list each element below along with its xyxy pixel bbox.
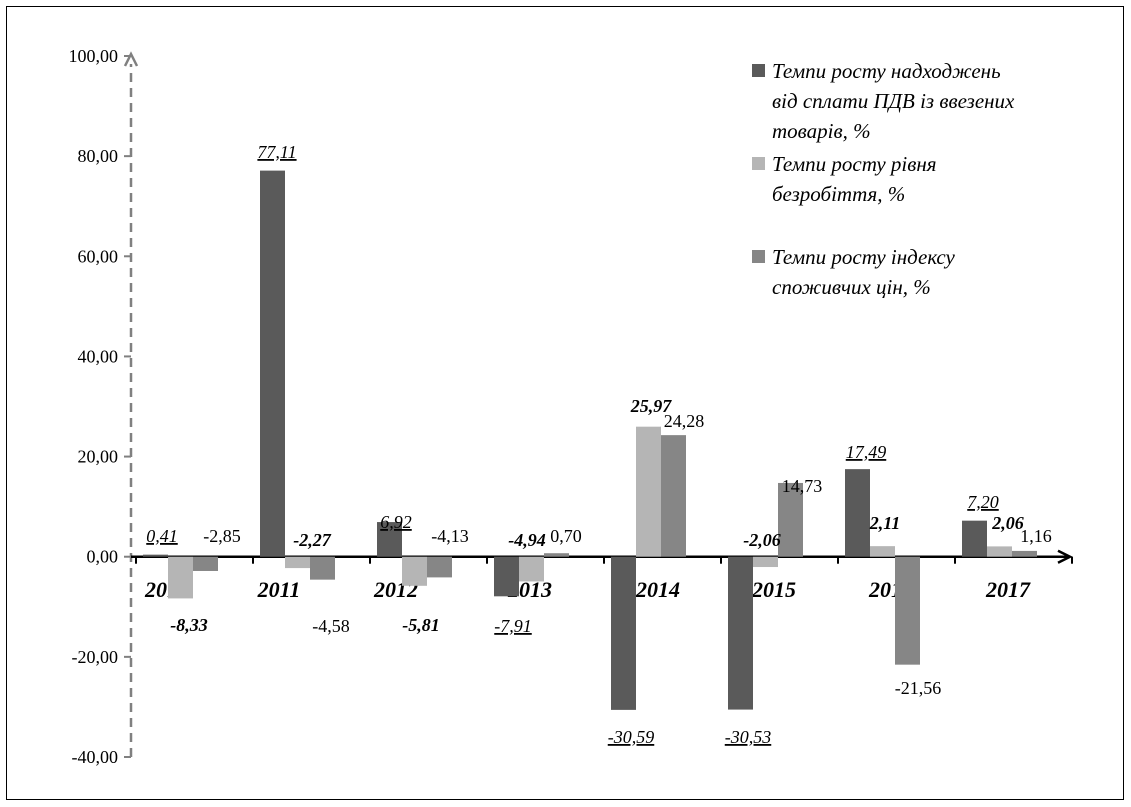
chart-data-labels: 0,41 77,11 6,92 -7,91 -30,59 -30,53 17,49 7,20 -… bbox=[146, 142, 1052, 747]
data-label-3-2017: 1,16 bbox=[1020, 526, 1052, 546]
data-label-1-2012: 6,92 bbox=[380, 512, 412, 532]
data-label-3-2015: 14,73 bbox=[782, 476, 823, 496]
chart-legend: Темпи росту надходжень від сплати ПДВ із … bbox=[752, 59, 1015, 299]
x-axis-arrow bbox=[1057, 549, 1073, 564]
bar-3-2012 bbox=[427, 556, 452, 578]
data-label-1-2017: 7,20 bbox=[967, 492, 999, 512]
bar-1-2013 bbox=[494, 556, 519, 597]
data-label-1-2010: 0,41 bbox=[146, 526, 178, 546]
data-label-1-2015: -30,53 bbox=[725, 727, 772, 747]
y-axis-arrow bbox=[123, 51, 139, 67]
bar-3-2014 bbox=[661, 435, 686, 557]
y-tick-label: 0,00 bbox=[87, 547, 119, 567]
category-label-2014: 2014 bbox=[635, 577, 680, 602]
data-label-3-2010: -2,85 bbox=[203, 526, 241, 546]
bar-2-2015 bbox=[753, 556, 778, 568]
y-tick-label: -20,00 bbox=[72, 647, 119, 667]
bar-1-2016 bbox=[845, 469, 870, 557]
data-label-2-2012: -5,81 bbox=[402, 615, 440, 635]
bar-2-2014 bbox=[636, 426, 661, 557]
y-tick-label: 100,00 bbox=[69, 46, 119, 66]
bar-1-2012 bbox=[377, 522, 402, 557]
bar-1-2017 bbox=[962, 520, 987, 557]
bar-2-2012 bbox=[402, 556, 427, 586]
legend-swatch-3 bbox=[752, 250, 765, 263]
legend-text-1-3: товарів, % bbox=[772, 119, 871, 143]
data-label-3-2013: 0,70 bbox=[550, 526, 582, 546]
bar-1-2011 bbox=[260, 170, 285, 557]
data-label-1-2011: 77,11 bbox=[257, 142, 296, 162]
data-label-2-2011: -2,27 bbox=[293, 530, 331, 550]
data-label-2-2015: -2,06 bbox=[743, 530, 781, 550]
bar-3-2017 bbox=[1012, 550, 1037, 557]
bar-2-2011 bbox=[285, 556, 310, 569]
category-label-2011: 2011 bbox=[257, 577, 301, 602]
data-label-2-2014: 25,97 bbox=[630, 396, 673, 416]
chart-bars bbox=[143, 170, 1037, 710]
legend-text-1-2: від сплати ПДВ із ввезених bbox=[772, 89, 1015, 113]
y-tick-label: 40,00 bbox=[78, 346, 119, 366]
data-label-2-2017: 2,06 bbox=[991, 513, 1024, 533]
y-tick-label: 80,00 bbox=[78, 146, 119, 166]
bar-2-2017 bbox=[987, 546, 1012, 557]
data-label-2-2013: -4,94 bbox=[508, 530, 546, 550]
bar-3-2016 bbox=[895, 556, 920, 665]
data-label-1-2013: -7,91 bbox=[494, 616, 532, 636]
bar-3-2013 bbox=[544, 553, 569, 557]
legend-text-2-2: безробіття, % bbox=[772, 182, 905, 206]
data-label-2-2016: 2,11 bbox=[869, 513, 901, 533]
bar-1-2010 bbox=[143, 554, 168, 557]
bar-1-2014 bbox=[611, 556, 636, 710]
chart-axes: 100,00 80,00 60,00 40,00 20,00 0,00 -20,00 -40,… bbox=[69, 46, 1073, 767]
legend-text-3-2: споживчих цін, % bbox=[772, 275, 931, 299]
bar-2-2010 bbox=[168, 556, 193, 599]
data-label-1-2016: 17,49 bbox=[846, 442, 887, 462]
legend-text-1-1: Темпи росту надходжень bbox=[772, 59, 1001, 83]
bar-1-2015 bbox=[728, 556, 753, 710]
category-label-2017: 2017 bbox=[985, 577, 1031, 602]
bar-3-2015 bbox=[778, 482, 803, 557]
chart-frame bbox=[6, 6, 1124, 800]
data-label-3-2011: -4,58 bbox=[312, 616, 350, 636]
data-label-3-2014: 24,28 bbox=[664, 411, 705, 431]
legend-swatch-1 bbox=[752, 64, 765, 77]
bar-3-2010 bbox=[193, 556, 218, 571]
data-label-1-2014: -30,59 bbox=[608, 727, 655, 747]
legend-text-3-1: Темпи росту індексу bbox=[772, 245, 956, 269]
legend-text-2-1: Темпи росту рівня bbox=[772, 152, 937, 176]
data-label-3-2016: -21,56 bbox=[895, 678, 942, 698]
bar-2-2016 bbox=[870, 546, 895, 557]
y-tick-label: 20,00 bbox=[78, 447, 119, 467]
legend-swatch-2 bbox=[752, 157, 765, 170]
data-label-3-2012: -4,13 bbox=[431, 526, 469, 546]
bar-3-2011 bbox=[310, 556, 335, 580]
bar-2-2013 bbox=[519, 556, 544, 582]
y-tick-label: 60,00 bbox=[78, 246, 119, 266]
data-label-2-2010: -8,33 bbox=[170, 615, 208, 635]
y-tick-label: -40,00 bbox=[72, 747, 119, 767]
category-label-2015: 2015 bbox=[751, 577, 796, 602]
